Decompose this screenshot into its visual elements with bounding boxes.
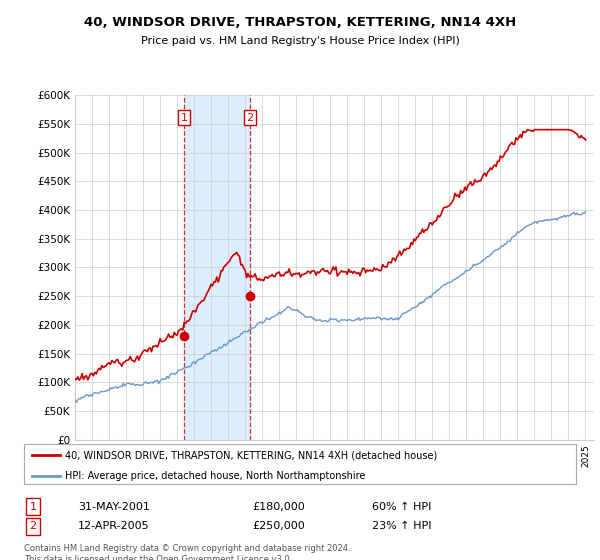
Text: HPI: Average price, detached house, North Northamptonshire: HPI: Average price, detached house, Nort… [65, 470, 366, 480]
Text: 2: 2 [247, 113, 253, 123]
Text: 60% ↑ HPI: 60% ↑ HPI [372, 502, 431, 512]
Text: 2: 2 [29, 521, 37, 531]
Text: Contains HM Land Registry data © Crown copyright and database right 2024.
This d: Contains HM Land Registry data © Crown c… [24, 544, 350, 560]
Text: 40, WINDSOR DRIVE, THRAPSTON, KETTERING, NN14 4XH (detached house): 40, WINDSOR DRIVE, THRAPSTON, KETTERING,… [65, 450, 437, 460]
Text: 12-APR-2005: 12-APR-2005 [78, 521, 149, 531]
Text: 31-MAY-2001: 31-MAY-2001 [78, 502, 150, 512]
Text: 1: 1 [181, 113, 188, 123]
Text: 1: 1 [29, 502, 37, 512]
Text: 23% ↑ HPI: 23% ↑ HPI [372, 521, 431, 531]
Text: £250,000: £250,000 [252, 521, 305, 531]
Text: 40, WINDSOR DRIVE, THRAPSTON, KETTERING, NN14 4XH: 40, WINDSOR DRIVE, THRAPSTON, KETTERING,… [84, 16, 516, 29]
Text: £180,000: £180,000 [252, 502, 305, 512]
Text: Price paid vs. HM Land Registry's House Price Index (HPI): Price paid vs. HM Land Registry's House … [140, 36, 460, 46]
Bar [184, 95, 250, 440]
